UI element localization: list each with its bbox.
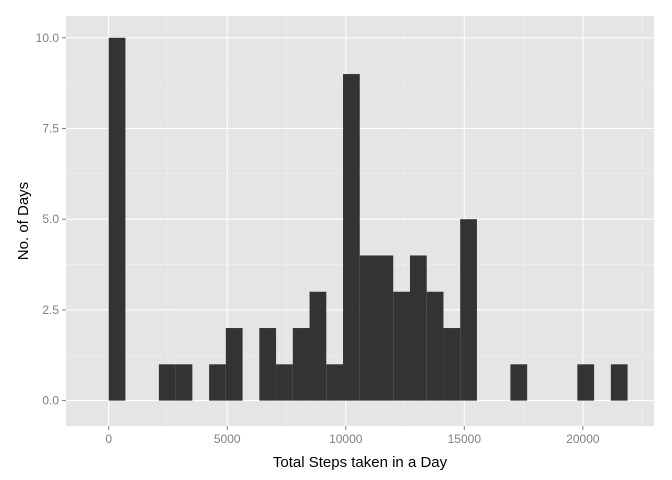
histogram-bar (510, 364, 528, 401)
x-tick-label: 5000 (214, 432, 241, 446)
histogram-bar (175, 364, 193, 401)
x-tick-label: 20000 (566, 432, 600, 446)
histogram-bar (359, 255, 377, 401)
x-axis-title: Total Steps taken in a Day (273, 454, 448, 471)
y-tick-label: 0.0 (42, 394, 59, 408)
histogram-bar (309, 291, 327, 401)
y-axis: 0.0 2.5 5.0 7.5 10.0 (36, 31, 66, 408)
histogram-bar (460, 219, 477, 401)
histogram-bar (577, 364, 595, 401)
histogram-bar (292, 328, 310, 401)
x-axis: 0 5000 10000 15000 20000 (105, 426, 600, 446)
histogram-bar (209, 364, 226, 401)
histogram-bar (276, 364, 293, 401)
histogram-bar (443, 328, 461, 401)
histogram-bar (376, 255, 394, 401)
y-tick-label: 2.5 (42, 303, 59, 317)
histogram-bar (326, 364, 344, 401)
histogram-bar (610, 364, 628, 401)
histogram-bar (259, 328, 277, 401)
y-tick-label: 7.5 (42, 121, 59, 135)
histogram-bar (409, 255, 427, 401)
histogram-bar (343, 74, 360, 401)
x-tick-label: 10000 (329, 432, 363, 446)
histogram-bar (393, 291, 410, 401)
y-tick-label: 10.0 (36, 31, 60, 45)
histogram-bar (225, 328, 243, 401)
histogram-bar (158, 364, 176, 401)
histogram-bar (426, 291, 444, 401)
x-tick-label: 0 (105, 432, 112, 446)
x-tick-label: 15000 (448, 432, 482, 446)
y-tick-label: 5.0 (42, 212, 59, 226)
histogram-bar (108, 37, 126, 401)
y-axis-title: No. of Days (15, 182, 32, 260)
histogram-bars (108, 37, 628, 401)
